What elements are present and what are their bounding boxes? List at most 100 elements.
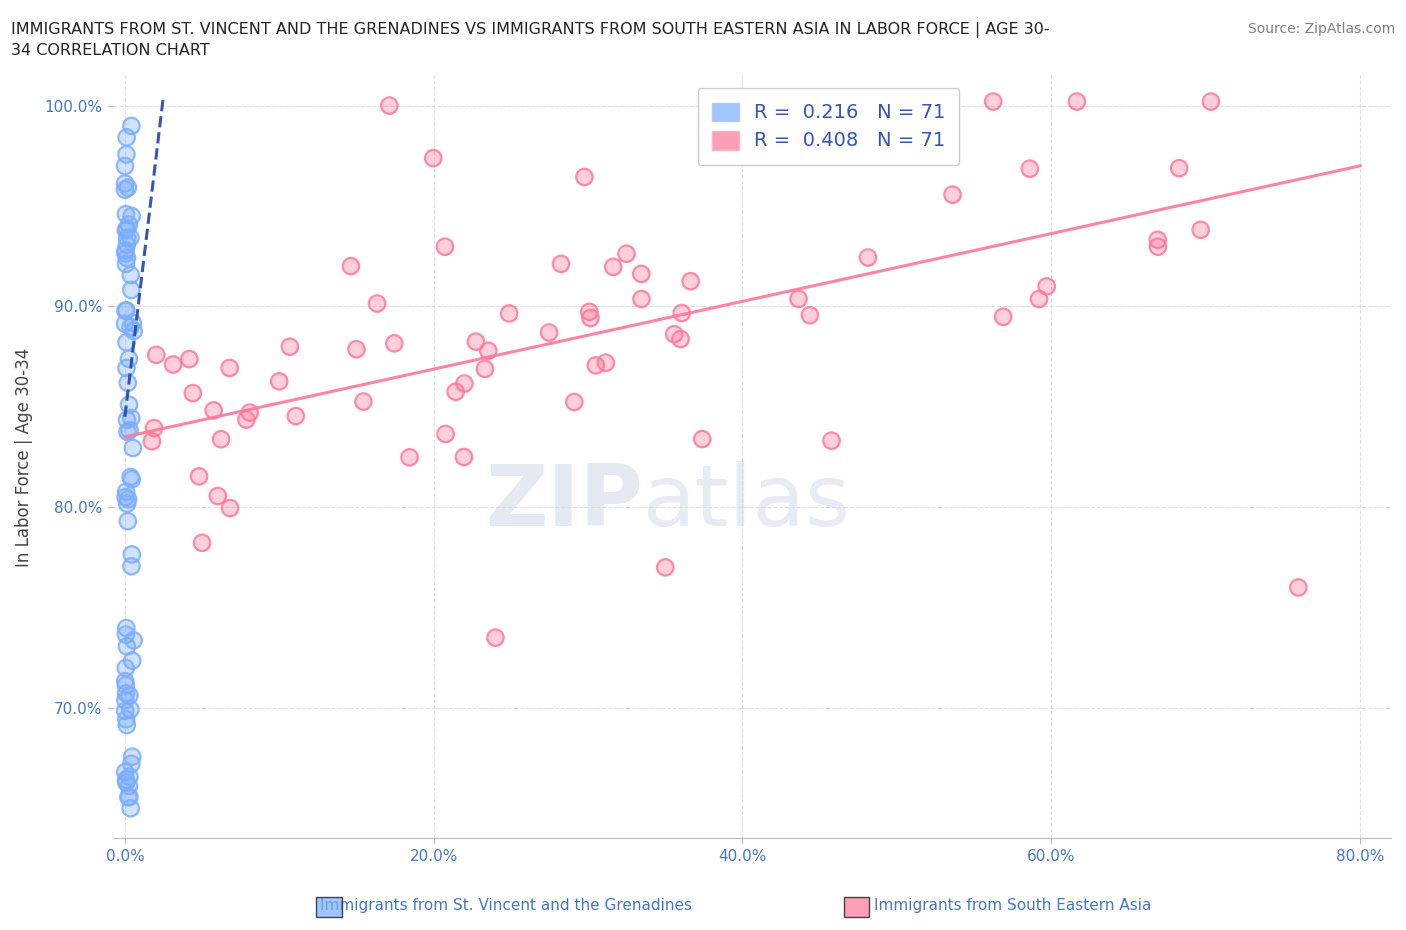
Point (585, 358, 607, 373)
Point (1018, 161, 1040, 176)
Point (162, 357, 184, 372)
Point (209, 432, 232, 446)
Text: Source: ZipAtlas.com: Source: ZipAtlas.com (1247, 22, 1395, 36)
Point (115, 686, 138, 701)
Point (114, 764, 136, 779)
Point (191, 536, 214, 551)
Y-axis label: In Labor Force | Age 30-34: In Labor Force | Age 30-34 (15, 347, 32, 566)
Point (115, 303, 138, 318)
Point (115, 221, 138, 236)
Point (117, 376, 139, 391)
Point (218, 361, 240, 376)
Point (162, 357, 184, 372)
Point (664, 326, 686, 341)
Point (117, 376, 139, 391)
Text: atlas: atlas (643, 461, 851, 544)
Point (118, 423, 141, 438)
Point (115, 712, 138, 727)
Point (941, 187, 963, 202)
Point (209, 432, 232, 446)
Point (143, 420, 166, 435)
Point (114, 176, 136, 191)
Point (278, 339, 301, 354)
Point (115, 718, 138, 733)
Point (352, 394, 374, 409)
Point (114, 660, 136, 675)
Point (114, 246, 136, 261)
Point (550, 257, 572, 272)
Point (114, 693, 136, 708)
Point (433, 239, 456, 254)
Point (630, 267, 652, 282)
Point (207, 488, 229, 503)
Point (114, 223, 136, 238)
Point (120, 410, 142, 425)
Point (120, 801, 142, 816)
Point (115, 237, 138, 252)
Point (118, 790, 141, 804)
Point (941, 187, 963, 202)
Point (284, 408, 307, 423)
Point (115, 639, 138, 654)
Point (115, 361, 138, 376)
Point (1199, 94, 1222, 109)
Point (118, 790, 141, 804)
Point (121, 653, 143, 668)
Point (1286, 580, 1309, 595)
Point (120, 410, 142, 425)
Point (578, 304, 600, 319)
Point (434, 427, 457, 442)
Point (787, 291, 810, 306)
Point (578, 304, 600, 319)
Point (115, 773, 138, 788)
Point (115, 497, 138, 512)
Point (630, 291, 652, 306)
Point (114, 673, 136, 688)
Point (121, 750, 143, 764)
Point (141, 433, 163, 448)
Point (671, 306, 693, 321)
Point (120, 470, 142, 485)
Point (991, 310, 1014, 325)
Point (114, 176, 136, 191)
Point (115, 775, 138, 790)
Point (690, 432, 713, 446)
Point (382, 336, 405, 351)
Point (799, 308, 821, 323)
Point (114, 764, 136, 779)
Point (120, 231, 142, 246)
Point (444, 384, 467, 399)
Point (218, 361, 240, 376)
Point (465, 334, 488, 349)
Point (114, 660, 136, 675)
Point (474, 362, 496, 377)
Point (433, 239, 456, 254)
Point (269, 374, 291, 389)
Point (118, 688, 141, 703)
Point (114, 303, 136, 318)
Point (115, 361, 138, 376)
Point (114, 243, 136, 258)
Point (366, 296, 388, 311)
Point (562, 394, 585, 409)
Point (366, 296, 388, 311)
Point (602, 259, 624, 274)
Point (465, 334, 488, 349)
Point (115, 335, 138, 350)
Point (378, 99, 401, 113)
Point (120, 283, 142, 298)
Point (1199, 94, 1222, 109)
Point (115, 485, 138, 499)
Point (114, 182, 136, 197)
Point (114, 693, 136, 708)
Point (115, 237, 138, 252)
Point (398, 450, 420, 465)
Point (115, 412, 138, 427)
Point (115, 147, 138, 162)
Point (114, 490, 136, 505)
Point (117, 180, 139, 195)
Point (115, 678, 138, 693)
Point (115, 335, 138, 350)
Point (115, 712, 138, 727)
Point (120, 268, 142, 283)
